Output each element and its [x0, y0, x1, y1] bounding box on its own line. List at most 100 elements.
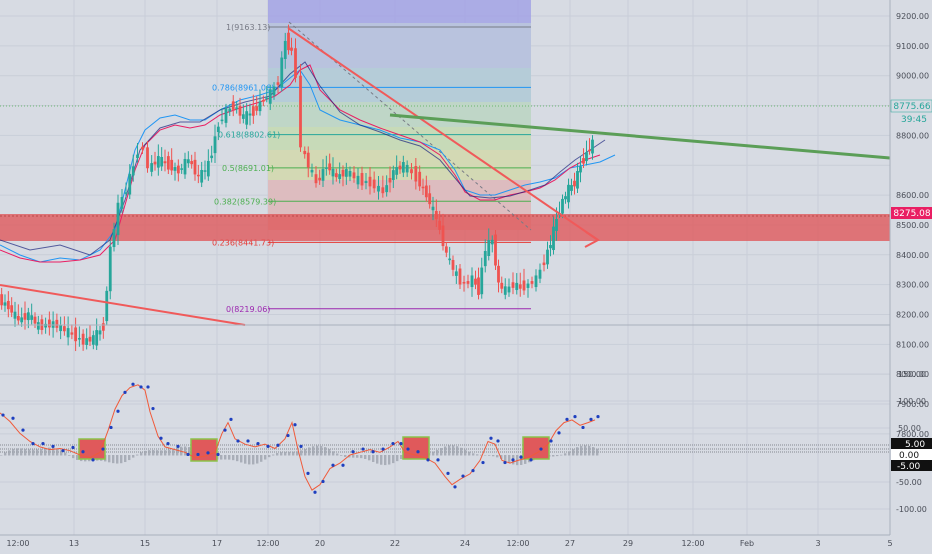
osc-dot [313, 490, 317, 494]
candle-body [186, 159, 190, 164]
candle-body [538, 269, 542, 279]
osc-dot [306, 471, 310, 475]
candle-body [534, 275, 538, 288]
candle-body [105, 290, 109, 322]
osc-dot [406, 447, 410, 451]
candle-body [150, 163, 154, 172]
candle-body [451, 259, 455, 270]
candle-body [398, 165, 402, 170]
histogram-bar [500, 455, 503, 459]
candle-body [6, 300, 10, 310]
time-tick-label: 15 [140, 539, 150, 548]
candle-body [454, 271, 458, 276]
histogram-bar [76, 455, 79, 460]
histogram-bar [260, 455, 263, 462]
candle-body [160, 156, 164, 167]
histogram-bar [32, 449, 35, 456]
histogram-bar [584, 445, 587, 456]
osc-dot [331, 463, 335, 467]
histogram-bar [120, 455, 123, 464]
osc-dot [176, 444, 180, 448]
osc-badge-upper-text: 5.00 [905, 440, 925, 450]
candle-body [255, 106, 259, 111]
candle-body [555, 218, 558, 231]
candle-body [166, 156, 170, 170]
histogram-bar [164, 450, 167, 456]
candle-body [428, 193, 432, 205]
histogram-bar [152, 449, 155, 456]
osc-dot [481, 460, 485, 465]
candle-body [258, 101, 262, 112]
histogram-bar [16, 448, 19, 456]
time-tick-label: 29 [623, 539, 633, 548]
osc-dot [341, 463, 345, 467]
histogram-bar [324, 447, 327, 456]
histogram-bar [160, 450, 163, 456]
candle-body [91, 335, 95, 345]
histogram-bar [560, 454, 563, 456]
fib-retracement-tool[interactable]: 1(9163.13) 0.786(8961.06) 0.618(8802.61) 0.… [212, 0, 531, 314]
candle-body [561, 198, 564, 214]
candle-body [108, 246, 112, 292]
candle-body [477, 277, 480, 295]
histogram-bar [304, 448, 307, 456]
candle-body [434, 211, 438, 219]
histogram-bar [220, 455, 223, 460]
candle-body [328, 163, 332, 171]
time-tick-label: 24 [460, 539, 470, 548]
histogram-bar [448, 445, 451, 456]
candle-body [310, 169, 314, 173]
price-scale[interactable]: 9200.009100.009000.008900.008800.008600.… [889, 0, 932, 535]
countdown-text: 39:45 [901, 115, 927, 125]
candle-body [567, 184, 570, 203]
histogram-bar [476, 454, 479, 456]
histogram-bar [132, 455, 135, 458]
candle-body [582, 158, 585, 164]
down-trend-arrow-icon [584, 231, 600, 248]
candle-body [576, 170, 579, 189]
osc-dot [81, 450, 85, 454]
histogram-bar [444, 446, 447, 456]
osc-dot [446, 471, 450, 475]
osc-dot [596, 415, 600, 419]
support-zone[interactable] [0, 214, 890, 241]
candle-body [116, 202, 120, 236]
lower-trend-line[interactable] [0, 284, 246, 326]
histogram-bar [136, 454, 139, 456]
candle-body [231, 101, 235, 110]
histogram-bar [460, 447, 463, 456]
histogram-bar [320, 445, 323, 456]
histogram-bar [8, 450, 11, 456]
histogram-bar [56, 448, 59, 456]
time-scale[interactable]: 12:00 13 15 17 12:00 20 22 24 12:00 27 29 12:00 Feb 3… [0, 534, 932, 550]
candle-body [591, 139, 594, 154]
candle-body [421, 186, 425, 189]
candle-body [549, 245, 552, 249]
histogram-bar [140, 452, 143, 456]
down-trend-line[interactable] [287, 27, 599, 241]
histogram-bar [508, 455, 511, 463]
osc-dot [351, 450, 355, 454]
candle-body [444, 246, 448, 253]
histogram-bar [144, 450, 147, 456]
candle-body [235, 107, 239, 110]
candle-body [287, 32, 290, 51]
oscillator-pane[interactable] [0, 382, 890, 494]
histogram-bar [232, 455, 235, 461]
highlight-box-4 [522, 436, 550, 460]
osc-dot [391, 442, 395, 446]
last-price-badge [890, 99, 932, 113]
candle-body [276, 82, 280, 85]
candle-body [283, 40, 287, 59]
candle-body [341, 169, 345, 177]
osc-dot [101, 447, 105, 451]
histogram-bar [356, 455, 359, 458]
resistance-trend-line[interactable] [389, 113, 891, 160]
candle-body [518, 284, 522, 289]
candle-body [206, 160, 210, 177]
candle-body [462, 281, 466, 284]
histogram-bar [248, 455, 251, 465]
candle-body [368, 176, 372, 187]
